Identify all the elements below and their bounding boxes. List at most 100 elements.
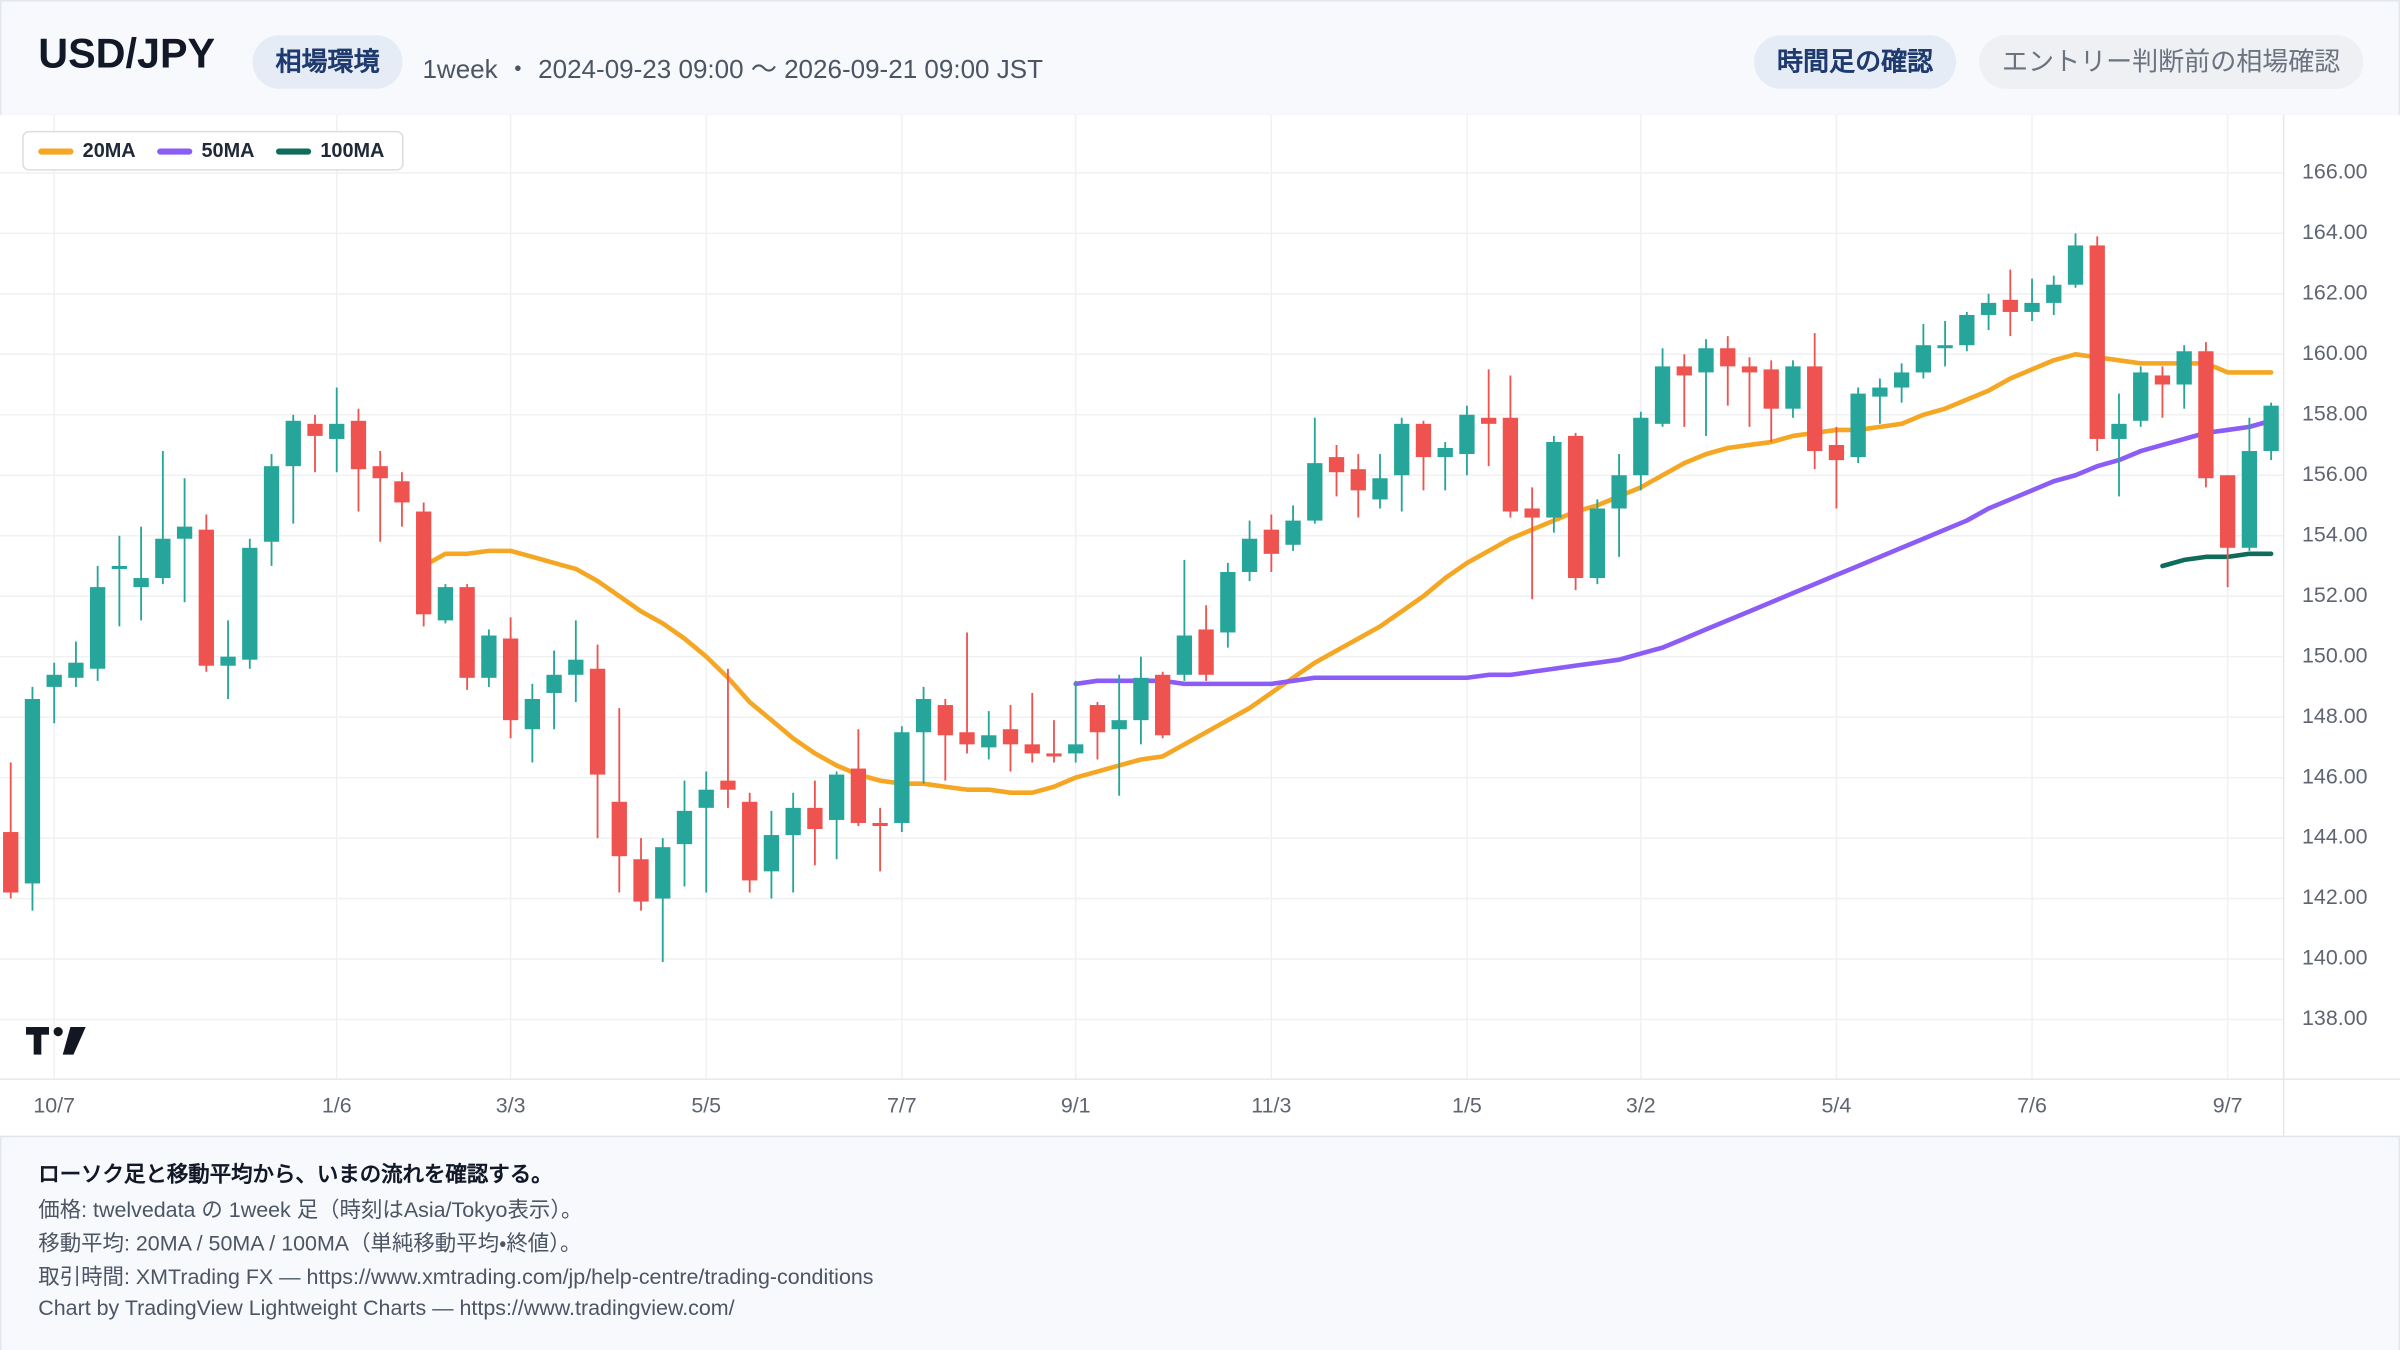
grid <box>0 114 2284 1080</box>
axes: 138.00 140.00 142.00 144.00 146.00 148.00 150.… <box>33 160 2367 1118</box>
candle-body <box>2024 302 2040 312</box>
y-tick-label: 144.00 <box>2302 825 2368 849</box>
candle-body <box>611 801 627 857</box>
candle-body <box>1937 345 1953 349</box>
candle-body <box>502 638 519 721</box>
candle-body <box>1002 729 1019 745</box>
candle-body <box>1589 508 1605 579</box>
candle-body <box>1394 423 1410 476</box>
y-tick-label: 162.00 <box>2302 280 2368 304</box>
legend-box <box>22 130 404 171</box>
candle-body <box>68 662 84 678</box>
candle-body <box>3 832 19 893</box>
candle-body <box>568 659 584 675</box>
candle-body <box>307 423 323 436</box>
x-tick-label: 3/3 <box>496 1093 526 1117</box>
y-tick-label: 148.00 <box>2302 704 2368 728</box>
candle-body <box>1198 629 1214 675</box>
candle-body <box>2002 299 2018 312</box>
candle-body <box>763 835 780 872</box>
x-tick-label: 7/6 <box>2017 1093 2047 1117</box>
x-tick-label: 1/5 <box>1452 1093 1482 1117</box>
footer-line: 移動平均: 20MA / 50MA / 100MA（単純移動平均・終値）。 <box>38 1230 582 1256</box>
y-tick-label: 140.00 <box>2302 946 2368 970</box>
y-tick-label: 154.00 <box>2302 522 2368 546</box>
candle-body <box>2198 351 2214 479</box>
candle-body <box>2241 451 2258 548</box>
x-tick-label: 9/1 <box>1061 1093 1091 1117</box>
meta: 1week ・ 2024-09-23 09:00 〜 2026-09-21 09… <box>422 55 1044 85</box>
candle-body <box>698 789 714 808</box>
candle-body <box>198 529 214 666</box>
candle-body <box>416 511 432 615</box>
y-tick-label: 166.00 <box>2302 160 2368 184</box>
candle-body <box>1220 571 1236 633</box>
button[interactable]: 時間足の確認 <box>1754 35 1957 89</box>
candle-body <box>1980 302 1997 315</box>
candle-body <box>1611 475 1627 509</box>
candle-body <box>915 698 932 733</box>
y-tick-label: 146.00 <box>2302 764 2368 788</box>
x-tick-label: 7/7 <box>887 1093 917 1117</box>
candle-body <box>155 538 171 579</box>
candle-body <box>1350 469 1366 491</box>
candle-body <box>1676 366 1692 376</box>
candle-body <box>1285 520 1301 545</box>
candle-body <box>2154 375 2171 385</box>
ma-line <box>2160 551 2274 569</box>
x-tick-label: 10/7 <box>33 1093 75 1117</box>
candle-body <box>1111 720 1127 730</box>
candle-body <box>655 847 671 899</box>
candle-body <box>372 466 388 479</box>
moving-averages <box>421 352 2274 795</box>
candle-body <box>1307 463 1323 521</box>
candle-body <box>1046 753 1062 757</box>
symbol: USD/JPY <box>38 30 216 77</box>
y-tick-label: 158.00 <box>2302 401 2368 425</box>
candle-body <box>111 565 128 569</box>
candle-body <box>894 732 910 823</box>
candle-body <box>481 635 497 678</box>
candle-body <box>1850 393 1866 458</box>
candle-body <box>1437 448 1453 458</box>
tag: 相場環境 <box>252 35 403 89</box>
candle-body <box>1154 674 1171 736</box>
candle-body <box>1263 529 1279 554</box>
candle-body <box>981 735 997 748</box>
candle-body <box>263 466 280 542</box>
legend: 20MA 50MA 100MA <box>22 130 404 171</box>
candle-body <box>459 587 475 678</box>
candle-body <box>394 481 410 503</box>
tradingview-logo <box>26 1027 86 1055</box>
candle-body <box>872 822 888 826</box>
y-tick-label: 156.00 <box>2302 462 2368 486</box>
candles <box>3 233 2279 963</box>
candle-body <box>1807 366 1823 452</box>
x-tick-label: 5/5 <box>691 1093 721 1117</box>
candle-body <box>1741 366 1758 373</box>
y-tick-label: 152.00 <box>2302 583 2368 607</box>
candle-body <box>1567 435 1584 579</box>
candle-body <box>1176 635 1193 675</box>
candle-body <box>1698 348 1714 373</box>
candle-body <box>242 547 258 660</box>
header: USD/JPY 相場環境 1week ・ 2024-09-23 09:00 〜 … <box>0 0 2400 117</box>
candle-body <box>350 420 367 470</box>
candle-body <box>1524 508 1540 518</box>
candle-body <box>437 587 454 621</box>
candle-body <box>1024 744 1040 754</box>
legend-label: 20MA <box>83 140 136 162</box>
candle-body <box>1459 414 1475 455</box>
candle-body <box>220 656 236 666</box>
button[interactable]: エントリー判断前の相場確認 <box>1979 35 2364 89</box>
candle-body <box>828 774 845 820</box>
candle-body <box>1893 372 1910 388</box>
candle-body <box>1763 369 1779 409</box>
candle-body <box>176 526 193 539</box>
chart: 138.00 140.00 142.00 144.00 146.00 148.00 150.… <box>0 114 2400 1136</box>
candle-body <box>1133 677 1149 721</box>
candle-body <box>1481 417 1497 424</box>
x-tick-label: 5/4 <box>1822 1093 1852 1117</box>
